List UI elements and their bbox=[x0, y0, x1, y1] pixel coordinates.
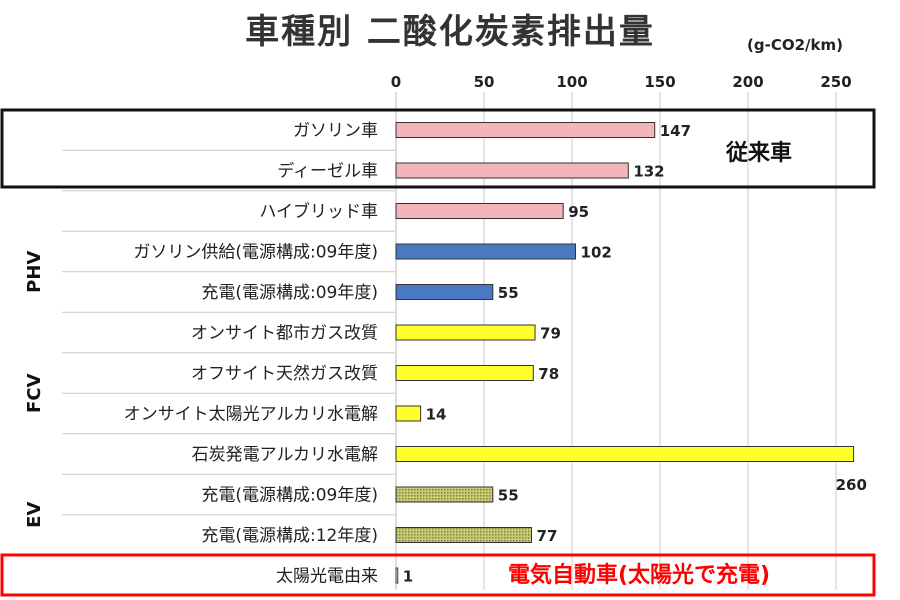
bar bbox=[395, 284, 494, 300]
category-label: オフサイト天然ガス改質 bbox=[191, 364, 378, 384]
x-tick-label: 250 bbox=[820, 73, 851, 91]
bar bbox=[395, 365, 534, 381]
category-label: 充電(電源構成:09年度) bbox=[201, 486, 378, 506]
value-label: 14 bbox=[426, 406, 447, 424]
callout-conventional: 従来車 bbox=[725, 140, 792, 166]
group-label: FCV bbox=[24, 373, 45, 413]
value-label: 260 bbox=[836, 476, 867, 494]
category-label: 太陽光電由来 bbox=[276, 567, 378, 587]
x-tick-label: 100 bbox=[556, 73, 587, 91]
callout-ev-solar: 電気自動車(太陽光で充電) bbox=[508, 562, 770, 588]
bar bbox=[395, 243, 577, 260]
unit-label: (g-CO2/km) bbox=[747, 36, 843, 54]
value-label: 55 bbox=[498, 284, 519, 302]
value-label: 1 bbox=[403, 568, 413, 586]
bar bbox=[395, 486, 494, 503]
value-label: 132 bbox=[633, 163, 664, 181]
category-label: オンサイト太陽光アルカリ水電解 bbox=[124, 405, 378, 425]
bar bbox=[395, 567, 399, 584]
bar bbox=[395, 122, 656, 138]
value-label: 102 bbox=[581, 244, 612, 262]
value-label: 78 bbox=[538, 365, 559, 383]
value-label: 147 bbox=[660, 122, 691, 140]
callout-box-ev-solar bbox=[0, 553, 876, 597]
category-label: ハイブリッド車 bbox=[259, 201, 378, 222]
category-label: ガソリン車 bbox=[293, 121, 378, 141]
value-label: 77 bbox=[537, 527, 558, 545]
bar bbox=[395, 162, 629, 179]
bar bbox=[395, 446, 855, 462]
bar bbox=[395, 324, 536, 341]
category-label: ディーゼル車 bbox=[277, 161, 378, 182]
category-label: 充電(電源構成:09年度) bbox=[201, 283, 378, 303]
bar bbox=[395, 405, 422, 422]
category-label: 充電(電源構成:12年度) bbox=[201, 526, 378, 546]
category-label: オンサイト都市ガス改質 bbox=[191, 324, 378, 344]
x-tick-label: 50 bbox=[474, 73, 495, 91]
value-label: 79 bbox=[540, 325, 561, 343]
x-tick-label: 150 bbox=[644, 73, 675, 91]
group-label: EV bbox=[24, 502, 45, 528]
bar bbox=[395, 527, 533, 543]
bar bbox=[395, 203, 564, 219]
category-label: 石炭発電アルカリ水電解 bbox=[192, 445, 378, 465]
callout-box-conventional bbox=[0, 108, 876, 189]
value-label: 95 bbox=[568, 203, 589, 221]
value-label: 55 bbox=[498, 487, 519, 505]
chart-title: 車種別 二酸化炭素排出量 bbox=[245, 12, 655, 52]
x-tick-label: 0 bbox=[391, 73, 401, 91]
x-tick-label: 200 bbox=[732, 73, 763, 91]
group-label: PHV bbox=[24, 251, 45, 293]
category-label: ガソリン供給(電源構成:09年度) bbox=[133, 243, 378, 263]
